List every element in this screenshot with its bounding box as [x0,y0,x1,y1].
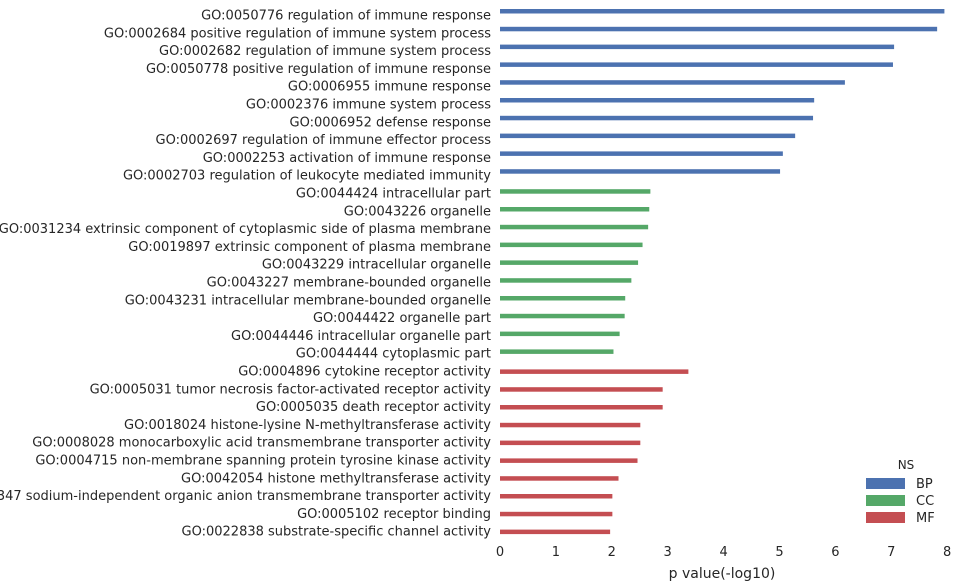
x-tick-4: 4 [719,545,727,560]
y-label-go-0008028: GO:0008028 monocarboxylic acid transmemb… [32,436,491,451]
x-tick-0: 0 [496,545,504,560]
bar-cc-go-0043229 [500,260,639,265]
x-axis-label: p value(-log10) [669,566,776,582]
bar-mf-go-0005035 [500,405,663,410]
x-tick-labels: 0 1 2 3 4 5 6 7 8 [496,545,951,560]
y-label-go-0044422: GO:0044422 organelle part [313,311,491,326]
y-label-go-0044424: GO:0044424 intracellular part [296,187,491,202]
bar-bp-go-0002703 [500,169,781,174]
legend-swatch-cc [866,495,905,506]
bar-mf-go-0015347 [500,494,613,499]
bar-mf-go-0042054 [500,476,619,481]
x-tick-5: 5 [775,545,783,560]
bar-cc-go-0044446 [500,331,620,337]
bar-bp-go-0002684 [500,26,938,32]
x-tick-1: 1 [552,545,560,560]
x-tick-8: 8 [943,545,951,560]
y-label-go-0050776: GO:0050776 regulation of immune response [201,9,491,24]
y-label-go-0043229: GO:0043229 intracellular organelle [262,258,491,273]
y-label-go-0019897: GO:0019897 extrinsic component of plasma… [128,240,491,255]
bar-cc-go-0043226 [500,207,650,212]
bar-bp-go-0002682 [500,44,895,50]
bar-bp-go-0006952 [500,115,814,121]
y-label-go-0002682: GO:0002682 regulation of immune system p… [159,44,491,59]
legend-swatch-mf [866,512,905,523]
y-label-go-0002697: GO:0002697 regulation of immune effector… [156,133,492,148]
bar-mf-go-0005031 [500,387,663,392]
legend: NS BP CC MF [866,458,935,526]
bar-mf-go-0022838 [500,529,611,535]
bar-cc-go-0043231 [500,296,626,301]
bar-cc-go-0044444 [500,349,614,354]
y-tick-labels: GO:0050776 regulation of immune response… [0,9,491,540]
y-label-go-0005102: GO:0005102 receptor binding [297,507,491,522]
bar-bp-go-0050778 [500,62,893,67]
legend-swatch-bp [866,478,905,489]
bars-group [500,9,945,535]
bar-bp-go-0002376 [500,98,815,103]
legend-label-bp: BP [916,477,933,492]
bar-bp-go-0002253 [500,151,783,156]
bar-cc-go-0044422 [500,313,625,319]
bar-mf-go-0005102 [500,511,613,517]
x-tick-7: 7 [887,545,895,560]
bar-mf-go-0004715 [500,458,638,463]
y-label-go-0031234: GO:0031234 extrinsic component of cytopl… [0,222,491,237]
y-label-go-0043231: GO:0043231 intracellular membrane-bounde… [125,293,491,308]
y-label-go-0006952: GO:0006952 defense response [290,115,492,130]
y-label-go-0050778: GO:0050778 positive regulation of immune… [146,62,491,77]
y-label-go-0006955: GO:0006955 immune response [288,80,491,95]
bar-mf-go-0004896 [500,369,689,374]
bar-cc-go-0043227 [500,278,632,283]
bar-mf-go-0008028 [500,440,641,446]
bar-cc-go-0019897 [500,242,643,248]
y-label-go-0004715: GO:0004715 non-membrane spanning protein… [35,454,491,469]
y-label-go-0018024: GO:0018024 histone-lysine N-methyltransf… [124,418,491,433]
x-tick-6: 6 [831,545,839,560]
y-label-go-0002703: GO:0002703 regulation of leukocyte media… [123,169,491,184]
y-label-go-0005035: GO:0005035 death receptor activity [256,400,491,415]
y-label-go-0043227: GO:0043227 membrane-bounded organelle [207,276,491,291]
bar-bp-go-0006955 [500,80,845,85]
y-label-go-0002376: GO:0002376 immune system process [246,98,491,113]
bar-bp-go-0002697 [500,133,796,139]
y-label-go-0015347: GO:0015347 sodium-independent organic an… [0,489,491,504]
y-label-go-0042054: GO:0042054 histone methyltransferase act… [181,471,491,486]
legend-label-mf: MF [916,511,935,526]
y-label-go-0002684: GO:0002684 positive regulation of immune… [104,26,491,41]
legend-label-cc: CC [916,494,934,509]
x-tick-2: 2 [608,545,616,560]
bar-cc-go-0031234 [500,224,649,230]
bar-bp-go-0050776 [500,9,945,14]
y-label-go-0044446: GO:0044446 intracellular organelle part [231,329,491,344]
y-label-go-0002253: GO:0002253 activation of immune response [203,151,491,166]
y-label-go-0005031: GO:0005031 tumor necrosis factor-activat… [90,382,492,397]
legend-title: NS [898,458,915,472]
y-label-go-0022838: GO:0022838 substrate-specific channel ac… [182,525,492,540]
bar-mf-go-0018024 [500,422,641,428]
y-label-go-0043226: GO:0043226 organelle [344,204,491,219]
x-tick-3: 3 [664,545,672,560]
y-label-go-0044444: GO:0044444 cytoplasmic part [296,347,491,362]
bar-cc-go-0044424 [500,189,651,194]
y-label-go-0004896: GO:0004896 cytokine receptor activity [238,365,491,380]
